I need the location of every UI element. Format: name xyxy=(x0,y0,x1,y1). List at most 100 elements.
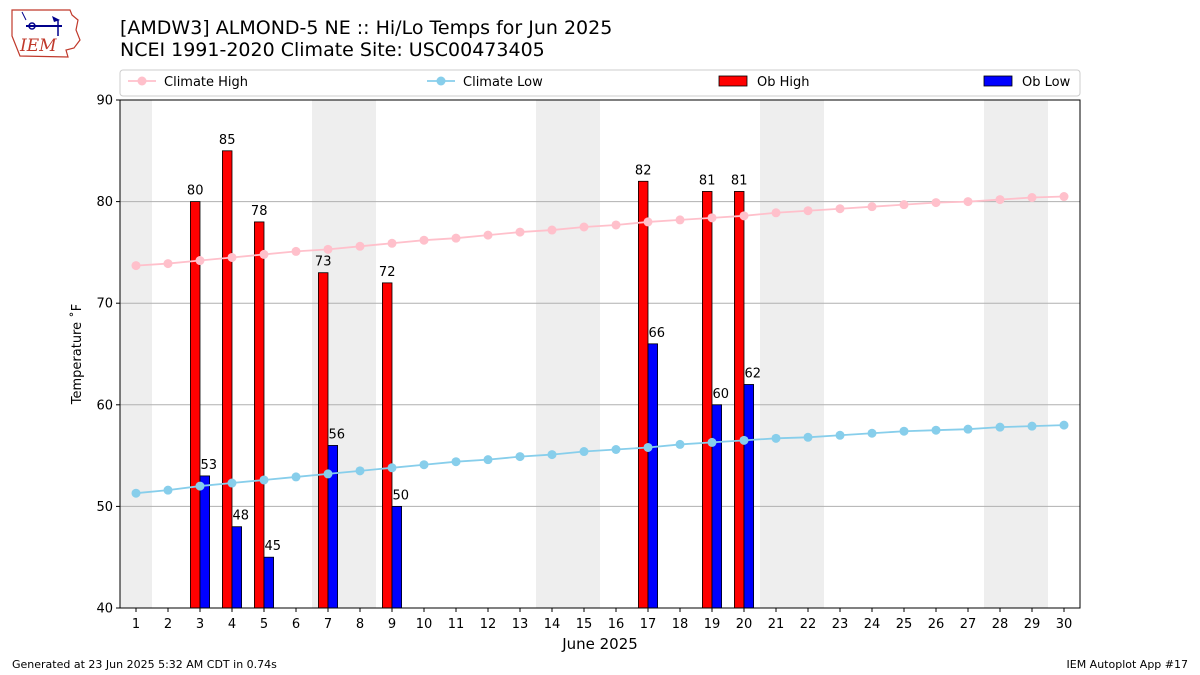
climate-high-point xyxy=(291,246,301,256)
x-tick-label: 4 xyxy=(228,617,236,632)
climate-low-point xyxy=(1027,421,1037,431)
climate-low-point xyxy=(643,442,653,452)
weekend-band xyxy=(120,100,152,608)
climate-high-point xyxy=(547,225,557,235)
climate-low-point xyxy=(419,460,429,470)
legend-label-ob-high: Ob High xyxy=(757,75,810,90)
ob-low-label: 45 xyxy=(265,539,282,554)
climate-high-point xyxy=(419,235,429,245)
climate-high-point xyxy=(515,227,525,237)
climate-high-point xyxy=(995,195,1005,205)
x-tick-label: 25 xyxy=(896,617,913,632)
iem-logo: IEM xyxy=(11,9,81,58)
climate-low-line xyxy=(135,424,1065,495)
climate-low-point xyxy=(835,430,845,440)
x-tick-label: 12 xyxy=(480,617,497,632)
climate-low-point xyxy=(163,485,173,495)
climate-high-point xyxy=(1027,193,1037,203)
x-tick-label: 9 xyxy=(388,617,396,632)
climate-low-point xyxy=(963,424,973,434)
legend-marker-climate-low xyxy=(436,76,446,86)
climate-low-point xyxy=(899,426,909,436)
climate-high-point xyxy=(963,197,973,207)
climate-low-point xyxy=(259,475,269,485)
x-tick-label: 29 xyxy=(1024,617,1041,632)
climate-high-point xyxy=(451,233,461,243)
weekend-band xyxy=(536,100,600,608)
ob-low-bar xyxy=(231,526,243,609)
x-tick-label: 22 xyxy=(800,617,817,632)
x-tick-label: 21 xyxy=(768,617,785,632)
climate-high-point xyxy=(643,217,653,227)
climate-high-point xyxy=(867,202,877,212)
svg-text:IEM: IEM xyxy=(19,36,57,56)
climate-low-point xyxy=(483,455,493,465)
ob-low-bar xyxy=(743,384,755,609)
climate-high-point xyxy=(355,241,365,251)
climate-high-point xyxy=(899,200,909,210)
x-tick-label: 23 xyxy=(832,617,849,632)
x-tick-label: 26 xyxy=(928,617,945,632)
climate-low-point xyxy=(227,478,237,488)
y-tick-label: 80 xyxy=(96,195,113,210)
ob-high-label: 72 xyxy=(379,265,396,280)
climate-high-point xyxy=(675,215,685,225)
climate-low-point xyxy=(195,481,205,491)
app-credit: IEM Autoplot App #17 xyxy=(1066,658,1189,671)
x-tick-label: 1 xyxy=(132,617,140,632)
ob-high-bar xyxy=(702,191,713,609)
legend-label-climate-low: Climate Low xyxy=(463,75,543,90)
x-tick-label: 6 xyxy=(292,617,300,632)
climate-high-line xyxy=(135,195,1065,267)
climate-high-point xyxy=(579,222,589,232)
y-tick-label: 90 xyxy=(96,94,113,109)
x-tick-label: 5 xyxy=(260,617,268,632)
x-tick-label: 13 xyxy=(512,617,529,632)
legend-label-climate-high: Climate High xyxy=(164,75,248,90)
climate-low-point xyxy=(131,488,141,498)
ob-low-bar xyxy=(263,556,275,609)
weekend-band xyxy=(984,100,1048,608)
climate-low-point xyxy=(355,466,365,476)
x-tick-label: 17 xyxy=(640,617,657,632)
x-tick-label: 19 xyxy=(704,617,721,632)
x-tick-label: 18 xyxy=(672,617,689,632)
climate-high-point xyxy=(227,252,237,262)
chart-subtitle: NCEI 1991-2020 Climate Site: USC00473405 xyxy=(120,39,545,61)
x-tick-label: 7 xyxy=(324,617,332,632)
generated-timestamp: Generated at 23 Jun 2025 5:32 AM CDT in … xyxy=(12,658,277,671)
climate-low-point xyxy=(291,472,301,482)
climate-low-point xyxy=(451,457,461,467)
x-tick-label: 15 xyxy=(576,617,593,632)
y-axis-label: Temperature ˚F xyxy=(69,304,85,405)
climate-high-point xyxy=(931,198,941,208)
climate-high-point xyxy=(195,256,205,266)
ob-low-bar xyxy=(647,343,659,609)
climate-high-point xyxy=(483,230,493,240)
climate-high-point xyxy=(387,238,397,248)
climate-high-point xyxy=(611,220,621,230)
x-tick-label: 10 xyxy=(416,617,433,632)
ob-high-label: 85 xyxy=(219,133,236,148)
climate-high-point xyxy=(803,206,813,216)
x-axis-label: June 2025 xyxy=(561,635,638,653)
ob-high-bar xyxy=(638,180,649,609)
legend-swatch-ob-low xyxy=(983,75,1013,87)
ob-high-label: 81 xyxy=(731,173,748,188)
climate-low-point xyxy=(611,445,621,455)
x-tick-label: 16 xyxy=(608,617,625,632)
climate-low-point xyxy=(387,463,397,473)
legend-marker-climate-high xyxy=(137,76,147,86)
ob-high-label: 80 xyxy=(187,184,204,199)
climate-low-point xyxy=(675,439,685,449)
legend-swatch-ob-high xyxy=(718,75,748,87)
ob-low-label: 66 xyxy=(649,326,666,341)
y-tick-label: 70 xyxy=(96,297,113,312)
climate-low-point xyxy=(1059,420,1069,430)
x-tick-label: 11 xyxy=(448,617,465,632)
climate-low-point xyxy=(771,433,781,443)
x-tick-label: 8 xyxy=(356,617,364,632)
x-tick-label: 3 xyxy=(196,617,204,632)
ob-high-label: 78 xyxy=(251,204,268,219)
ob-low-bar xyxy=(199,475,211,609)
